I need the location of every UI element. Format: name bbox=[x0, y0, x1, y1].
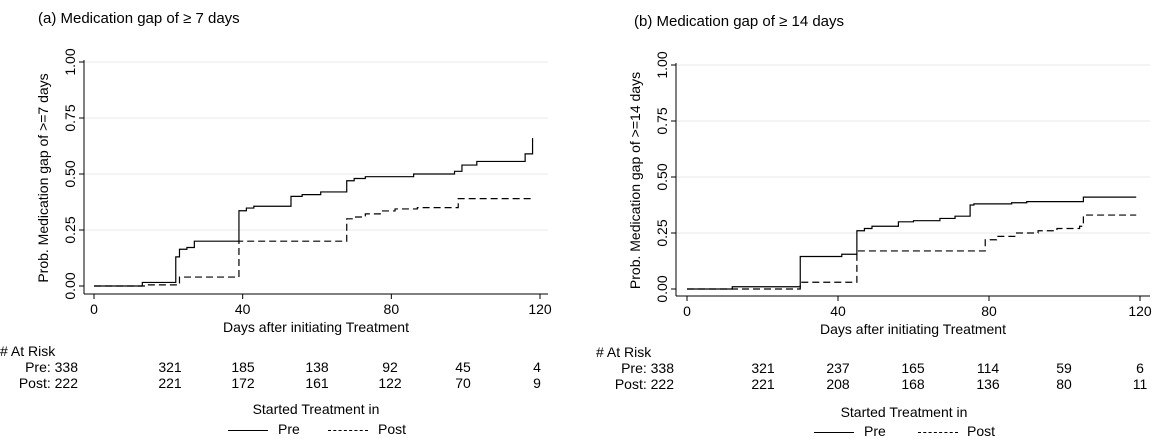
at-risk-value: 45 bbox=[455, 359, 471, 375]
legend-label-pre: Pre bbox=[864, 423, 886, 439]
y-tick-label: 0.25 bbox=[62, 216, 78, 243]
km-plot-b: 0.00 0.25 0.50 0.75 1.00 0 40 80 120 Days after i… bbox=[627, 51, 1152, 337]
at-risk-value: 221 bbox=[751, 376, 775, 392]
at-risk-value: 165 bbox=[901, 360, 925, 376]
at-risk-value: 114 bbox=[976, 360, 1000, 376]
at-risk-row-label-pre: Pre: 338 bbox=[621, 360, 674, 376]
x-axis-title: Days after initiating Treatment bbox=[820, 321, 1006, 337]
at-risk-value: 80 bbox=[1056, 376, 1072, 392]
at-risk-value: 237 bbox=[826, 360, 850, 376]
y-tick-label: 0.00 bbox=[654, 275, 670, 302]
y-tick-label: 0.00 bbox=[62, 272, 78, 299]
at-risk-value: 4 bbox=[533, 359, 541, 375]
x-axis-title: Days after initiating Treatment bbox=[223, 319, 409, 335]
at-risk-value: 122 bbox=[378, 375, 402, 391]
series-line-post bbox=[94, 198, 533, 287]
at-risk-value: 138 bbox=[305, 359, 329, 375]
y-tick-label: 0.75 bbox=[654, 107, 670, 134]
y-tick-label: 0.25 bbox=[654, 219, 670, 246]
y-tick-label: 1.00 bbox=[654, 51, 670, 78]
at-risk-value: 59 bbox=[1056, 360, 1072, 376]
at-risk-value: 321 bbox=[751, 360, 775, 376]
series-line-pre bbox=[687, 196, 1137, 290]
x-tick-label: 80 bbox=[384, 301, 400, 317]
at-risk-row-label-pre: Pre: 338 bbox=[25, 359, 78, 375]
at-risk-value: 221 bbox=[158, 375, 182, 391]
at-risk-title: # At Risk bbox=[596, 344, 652, 360]
y-tick-label: 0.75 bbox=[62, 104, 78, 131]
at-risk-value: 321 bbox=[158, 359, 182, 375]
x-tick-label: 120 bbox=[528, 301, 552, 317]
at-risk-value: 11 bbox=[1132, 376, 1148, 392]
at-risk-title: # At Risk bbox=[0, 343, 56, 359]
y-axis-title: Prob. Medication gap of >=14 days bbox=[627, 72, 643, 289]
at-risk-value: 9 bbox=[533, 375, 541, 391]
at-risk-row-label-post: Post: 222 bbox=[18, 375, 78, 391]
x-tick-label: 120 bbox=[1128, 303, 1152, 319]
series-line-pre bbox=[94, 138, 534, 287]
y-axis-title: Prob. Medication gap of >=7 days bbox=[35, 73, 51, 282]
x-tick-label: 0 bbox=[90, 301, 98, 317]
at-risk-value: 185 bbox=[231, 359, 255, 375]
at-risk-value: 208 bbox=[826, 376, 850, 392]
x-tick-label: 80 bbox=[981, 303, 997, 319]
y-tick-label: 0.50 bbox=[654, 163, 670, 190]
legend-label-post: Post bbox=[967, 423, 996, 439]
legend-title: Started Treatment in bbox=[840, 404, 968, 420]
panel-title: (a) Medication gap of ≥ 7 days bbox=[38, 10, 240, 27]
chart-panel-a: (a) Medication gap of ≥ 7 days 0.00 0.25 0… bbox=[0, 10, 552, 437]
at-risk-value: 168 bbox=[901, 376, 925, 392]
chart-panel-b: (b) Medication gap of ≥ 14 days 0.00 0.25… bbox=[590, 0, 1156, 439]
at-risk-value: 161 bbox=[305, 375, 329, 391]
km-plot-a: 0.00 0.25 0.50 0.75 1.00 0 40 80 120 Days after i… bbox=[35, 48, 552, 335]
legend-swatch-post bbox=[918, 432, 958, 433]
legend-swatch-post bbox=[328, 430, 368, 431]
at-risk-value: 6 bbox=[1136, 360, 1144, 376]
legend-title: Started Treatment in bbox=[252, 401, 380, 417]
panel-title: (b) Medication gap of ≥ 14 days bbox=[634, 13, 845, 30]
legend-swatch-pre bbox=[228, 430, 268, 431]
at-risk-row-label-post: Post: 222 bbox=[614, 376, 674, 392]
legend-label-post: Post bbox=[378, 421, 407, 437]
y-tick-label: 1.00 bbox=[62, 48, 78, 75]
y-tick-label: 0.50 bbox=[62, 160, 78, 187]
legend-label-pre: Pre bbox=[278, 421, 300, 437]
at-risk-value: 70 bbox=[455, 375, 471, 391]
at-risk-value: 172 bbox=[231, 375, 255, 391]
series-line-post bbox=[687, 214, 1137, 290]
x-tick-label: 40 bbox=[235, 301, 251, 317]
at-risk-value: 136 bbox=[976, 376, 1000, 392]
x-tick-label: 40 bbox=[830, 303, 846, 319]
x-tick-label: 0 bbox=[683, 303, 691, 319]
at-risk-value: 92 bbox=[382, 359, 398, 375]
legend-swatch-pre bbox=[814, 432, 854, 433]
